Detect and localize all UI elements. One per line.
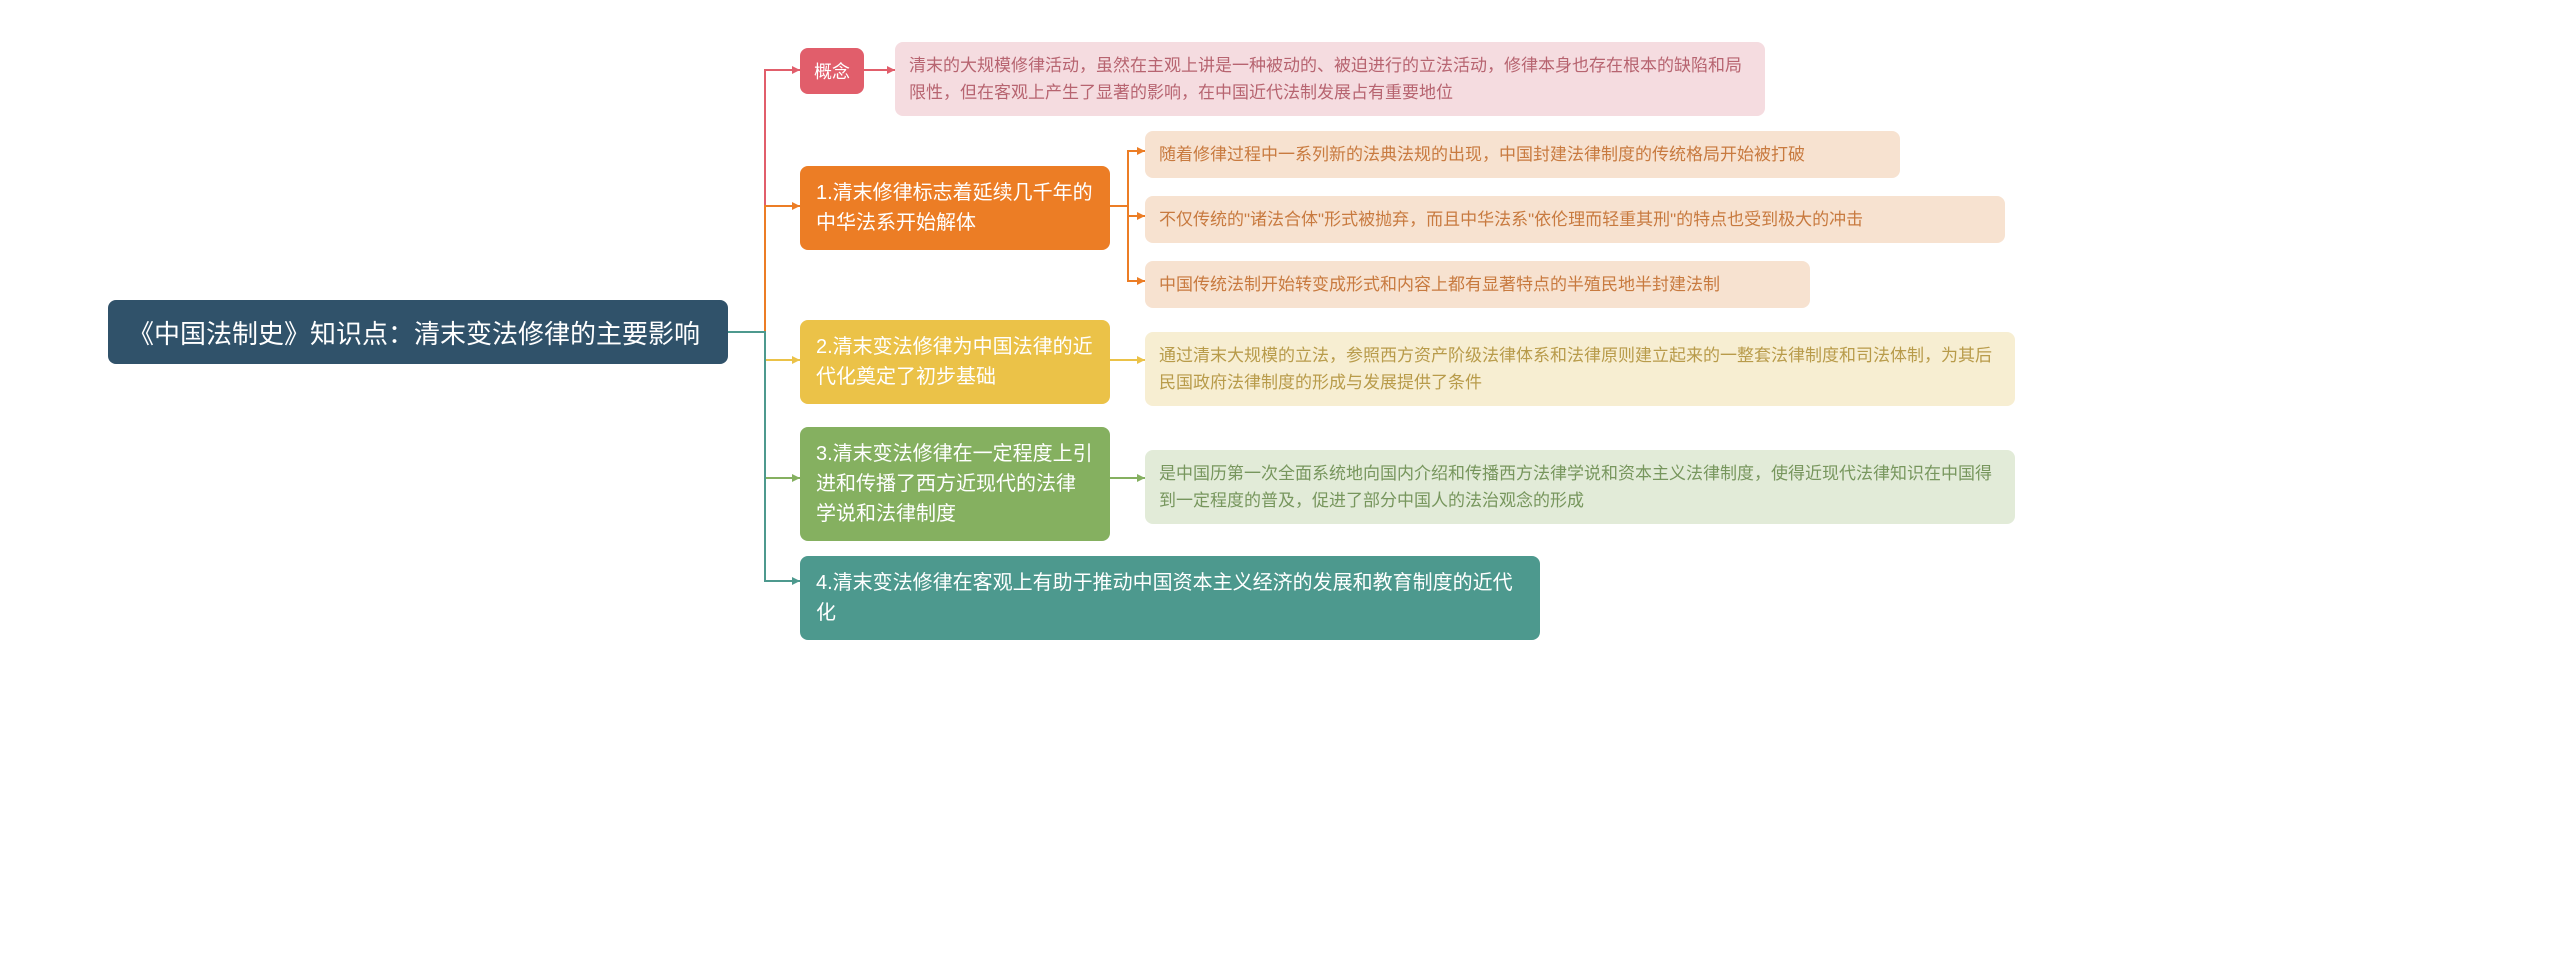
branch-2-leaf-text: 通过清末大规模的立法，参照西方资产阶级法律体系和法律原则建立起来的一整套法律制度… xyxy=(1159,342,2001,396)
branch-1-label: 1.清末修律标志着延续几千年的中华法系开始解体 xyxy=(816,178,1094,238)
mindmap-container: 《中国法制史》知识点：清末变法修律的主要影响 概念 清末的大规模修律活动，虽然在… xyxy=(0,0,2560,976)
branch-1-leaf-0-text: 随着修律过程中一系列新的法典法规的出现，中国封建法律制度的传统格局开始被打破 xyxy=(1159,141,1805,168)
branch-3-leaf-text: 是中国历第一次全面系统地向国内介绍和传播西方法律学说和资本主义法律制度，使得近现… xyxy=(1159,460,2001,514)
branch-4-label: 4.清末变法修律在客观上有助于推动中国资本主义经济的发展和教育制度的近代化 xyxy=(816,568,1524,628)
branch-3: 3.清末变法修律在一定程度上引进和传播了西方近现代的法律学说和法律制度 xyxy=(800,427,1110,541)
concept-leaf-text: 清末的大规模修律活动，虽然在主观上讲是一种被动的、被迫进行的立法活动，修律本身也… xyxy=(909,52,1751,106)
branch-3-label: 3.清末变法修律在一定程度上引进和传播了西方近现代的法律学说和法律制度 xyxy=(816,439,1094,529)
branch-1-leaf-0: 随着修律过程中一系列新的法典法规的出现，中国封建法律制度的传统格局开始被打破 xyxy=(1145,131,1900,178)
root-label: 《中国法制史》知识点：清末变法修律的主要影响 xyxy=(128,314,700,351)
root-node: 《中国法制史》知识点：清末变法修律的主要影响 xyxy=(108,300,728,364)
concept-pill: 概念 xyxy=(800,48,864,94)
branch-2: 2.清末变法修律为中国法律的近代化奠定了初步基础 xyxy=(800,320,1110,404)
branch-2-label: 2.清末变法修律为中国法律的近代化奠定了初步基础 xyxy=(816,332,1094,392)
branch-4: 4.清末变法修律在客观上有助于推动中国资本主义经济的发展和教育制度的近代化 xyxy=(800,556,1540,640)
branch-2-leaf: 通过清末大规模的立法，参照西方资产阶级法律体系和法律原则建立起来的一整套法律制度… xyxy=(1145,332,2015,406)
branch-1-leaf-1-text: 不仅传统的"诸法合体"形式被抛弃，而且中华法系"依伦理而轻重其刑"的特点也受到极… xyxy=(1159,206,1863,233)
branch-1-leaf-2: 中国传统法制开始转变成形式和内容上都有显著特点的半殖民地半封建法制 xyxy=(1145,261,1810,308)
concept-leaf: 清末的大规模修律活动，虽然在主观上讲是一种被动的、被迫进行的立法活动，修律本身也… xyxy=(895,42,1765,116)
branch-1: 1.清末修律标志着延续几千年的中华法系开始解体 xyxy=(800,166,1110,250)
branch-3-leaf: 是中国历第一次全面系统地向国内介绍和传播西方法律学说和资本主义法律制度，使得近现… xyxy=(1145,450,2015,524)
branch-1-leaf-2-text: 中国传统法制开始转变成形式和内容上都有显著特点的半殖民地半封建法制 xyxy=(1159,271,1720,298)
concept-label: 概念 xyxy=(814,58,850,84)
branch-1-leaf-1: 不仅传统的"诸法合体"形式被抛弃，而且中华法系"依伦理而轻重其刑"的特点也受到极… xyxy=(1145,196,2005,243)
